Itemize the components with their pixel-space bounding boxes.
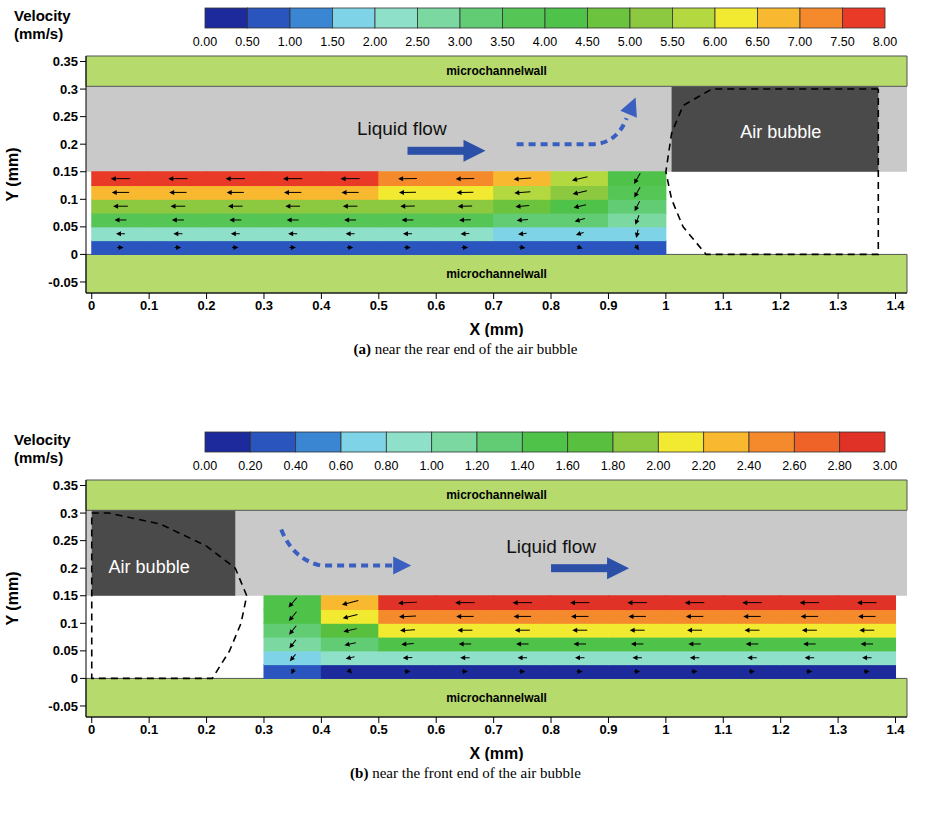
svg-text:1.00: 1.00 xyxy=(419,459,443,473)
svg-text:1.40: 1.40 xyxy=(510,459,534,473)
svg-text:0.3: 0.3 xyxy=(60,506,78,521)
svg-text:(mm/s): (mm/s) xyxy=(14,25,63,42)
svg-text:1.00: 1.00 xyxy=(278,35,302,49)
svg-text:microchannelwall: microchannelwall xyxy=(446,488,547,502)
svg-text:0: 0 xyxy=(71,671,78,686)
svg-text:0.05: 0.05 xyxy=(53,219,78,234)
svg-text:(mm/s): (mm/s) xyxy=(14,449,63,466)
svg-text:0.4: 0.4 xyxy=(312,298,331,313)
svg-text:1.50: 1.50 xyxy=(320,35,344,49)
svg-text:3.50: 3.50 xyxy=(490,35,514,49)
svg-text:1.20: 1.20 xyxy=(465,459,489,473)
svg-text:1.4: 1.4 xyxy=(886,722,905,737)
svg-text:microchannelwall: microchannelwall xyxy=(446,64,547,78)
svg-text:0.1: 0.1 xyxy=(60,192,78,207)
svg-text:1.1: 1.1 xyxy=(714,298,732,313)
svg-text:2.20: 2.20 xyxy=(691,459,715,473)
svg-text:X (mm): X (mm) xyxy=(469,321,523,337)
svg-text:microchannelwall: microchannelwall xyxy=(446,267,547,281)
svg-text:1.2: 1.2 xyxy=(772,722,790,737)
svg-text:0.2: 0.2 xyxy=(60,561,78,576)
svg-text:2.00: 2.00 xyxy=(363,35,387,49)
svg-text:0.7: 0.7 xyxy=(485,298,503,313)
svg-text:0.80: 0.80 xyxy=(374,459,398,473)
svg-text:5.50: 5.50 xyxy=(660,35,684,49)
svg-text:0.40: 0.40 xyxy=(283,459,307,473)
svg-text:4.50: 4.50 xyxy=(575,35,599,49)
svg-text:1.1: 1.1 xyxy=(714,722,732,737)
svg-text:6.00: 6.00 xyxy=(703,35,727,49)
svg-text:microchannelwall: microchannelwall xyxy=(446,691,547,705)
svg-text:0.1: 0.1 xyxy=(140,298,158,313)
svg-text:Air bubble: Air bubble xyxy=(109,557,190,577)
svg-text:0.15: 0.15 xyxy=(53,164,78,179)
svg-text:0.20: 0.20 xyxy=(238,459,262,473)
svg-text:0.05: 0.05 xyxy=(53,643,78,658)
html-text:(b) near the front end of the: (b) near the front end of the air bubble xyxy=(350,765,581,781)
svg-text:0.4: 0.4 xyxy=(312,722,331,737)
svg-text:1: 1 xyxy=(662,298,669,313)
svg-text:Velocity: Velocity xyxy=(14,7,71,24)
svg-text:0.3: 0.3 xyxy=(255,722,273,737)
svg-text:0.5: 0.5 xyxy=(370,722,388,737)
svg-text:1.4: 1.4 xyxy=(886,298,905,313)
svg-text:0.00: 0.00 xyxy=(193,35,217,49)
svg-text:0.25: 0.25 xyxy=(53,533,78,548)
svg-text:0.6: 0.6 xyxy=(427,298,445,313)
svg-text:2.60: 2.60 xyxy=(782,459,806,473)
svg-text:7.50: 7.50 xyxy=(830,35,854,49)
svg-text:2.00: 2.00 xyxy=(646,459,670,473)
svg-text:6.50: 6.50 xyxy=(745,35,769,49)
svg-text:5.00: 5.00 xyxy=(618,35,642,49)
svg-text:7.00: 7.00 xyxy=(788,35,812,49)
svg-text:0.7: 0.7 xyxy=(485,722,503,737)
svg-text:0.9: 0.9 xyxy=(599,722,617,737)
svg-text:Y (mm): Y (mm) xyxy=(4,148,21,202)
svg-text:3.00: 3.00 xyxy=(448,35,472,49)
svg-text:0.9: 0.9 xyxy=(599,298,617,313)
svg-text:0: 0 xyxy=(88,722,95,737)
svg-text:-0.05: -0.05 xyxy=(48,699,78,714)
svg-text:0.35: 0.35 xyxy=(53,478,78,493)
svg-text:0.00: 0.00 xyxy=(193,459,217,473)
svg-text:Velocity: Velocity xyxy=(14,431,71,448)
svg-text:0.3: 0.3 xyxy=(60,82,78,97)
svg-text:1.2: 1.2 xyxy=(772,298,790,313)
svg-text:2.40: 2.40 xyxy=(737,459,761,473)
svg-text:4.00: 4.00 xyxy=(533,35,557,49)
svg-text:2.50: 2.50 xyxy=(405,35,429,49)
svg-text:1.3: 1.3 xyxy=(829,298,847,313)
svg-text:0.2: 0.2 xyxy=(198,298,216,313)
svg-text:3.00: 3.00 xyxy=(873,459,897,473)
svg-text:0.6: 0.6 xyxy=(427,722,445,737)
svg-text:8.00: 8.00 xyxy=(873,35,897,49)
svg-text:Air bubble: Air bubble xyxy=(740,122,821,142)
svg-text:0.2: 0.2 xyxy=(198,722,216,737)
svg-text:-0.05: -0.05 xyxy=(48,275,78,290)
svg-text:Liquid flow: Liquid flow xyxy=(506,536,596,557)
svg-text:0.8: 0.8 xyxy=(542,722,560,737)
svg-text:0.3: 0.3 xyxy=(255,298,273,313)
svg-text:1: 1 xyxy=(662,722,669,737)
svg-text:1.60: 1.60 xyxy=(555,459,579,473)
svg-text:X (mm): X (mm) xyxy=(469,745,523,761)
svg-text:0.5: 0.5 xyxy=(370,298,388,313)
svg-text:0.1: 0.1 xyxy=(60,616,78,631)
svg-text:0.15: 0.15 xyxy=(53,588,78,603)
svg-text:1.80: 1.80 xyxy=(601,459,625,473)
svg-text:1.3: 1.3 xyxy=(829,722,847,737)
svg-text:0.50: 0.50 xyxy=(235,35,259,49)
svg-text:0.2: 0.2 xyxy=(60,137,78,152)
svg-text:0: 0 xyxy=(88,298,95,313)
svg-text:0.25: 0.25 xyxy=(53,109,78,124)
svg-text:Y (mm): Y (mm) xyxy=(4,572,21,626)
svg-text:0.8: 0.8 xyxy=(542,298,560,313)
svg-text:0: 0 xyxy=(71,247,78,262)
svg-text:0.35: 0.35 xyxy=(53,54,78,69)
svg-text:0.1: 0.1 xyxy=(140,722,158,737)
svg-text:2.80: 2.80 xyxy=(827,459,851,473)
svg-text:Liquid flow: Liquid flow xyxy=(357,118,447,139)
html-text:(a) near the rear end of the a: (a) near the rear end of the air bubble xyxy=(353,341,578,357)
svg-text:0.60: 0.60 xyxy=(329,459,353,473)
